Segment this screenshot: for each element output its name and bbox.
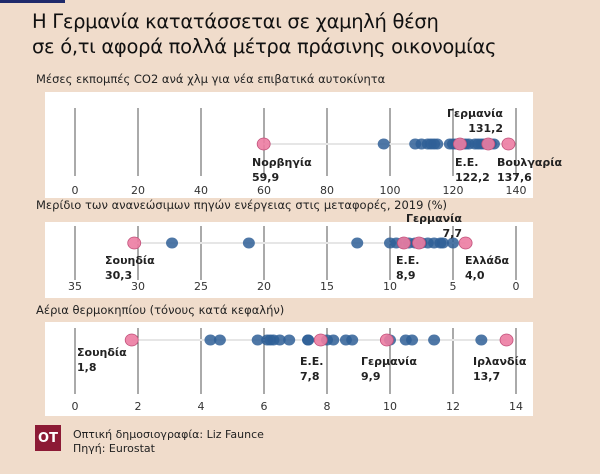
tick-label: 35 [68,280,82,293]
tick-label: 10 [383,280,397,293]
tick-label: 8 [324,400,331,413]
tick-label: 2 [135,400,142,413]
tick-label: 140 [506,184,527,197]
chart1-panel: 0 20 40 60 80 100 120 140 [45,92,533,198]
country-dot [166,237,179,249]
country-dot [242,237,255,249]
highlight-dot [379,333,394,347]
highlight-dot [396,236,411,250]
country-dot [204,334,217,346]
highlight-dot [458,236,473,250]
tick-label: 5 [450,280,457,293]
tick-label: 20 [131,184,145,197]
chart3-label-sweden: Σουηδία 1,8 [77,346,127,374]
top-accent-bar [0,0,65,3]
chart3-panel: 0 2 4 6 8 10 12 14 [45,322,533,416]
tick-label: 40 [194,184,208,197]
tick-label: 6 [261,400,268,413]
country-dot [431,138,444,150]
chart1-label-germany: Γερμανία 131,2 [447,107,503,135]
tick-label: 0 [72,400,79,413]
title-line-2: σε ό,τι αφορά πολλά μέτρα πράσινης οικον… [32,35,497,58]
country-dot [251,334,264,346]
highlight-dot [313,333,328,347]
country-dot [447,237,459,249]
chart2-panel: 35 30 25 20 15 10 5 0 [45,222,533,298]
highlight-dot [453,137,467,151]
tick-label: 20 [257,280,271,293]
tick-label: 10 [383,400,397,413]
highlight-dot [481,137,496,151]
chart1-title: Μέσες εκπομπές CO2 ανά χλμ για νέα επιβα… [36,72,386,86]
country-dot [302,334,315,346]
country-dot [273,334,286,346]
chart3-label-eu: Ε.Ε. 7,8 [300,355,324,383]
country-dot [475,334,488,346]
page-title: Η Γερμανία κατατάσσεται σε χαμηλή θέση σ… [32,9,496,59]
tick-label: 120 [443,184,464,197]
chart2-label-greece: Ελλάδα 4,0 [465,254,510,282]
tick-label: 12 [446,400,460,413]
chart2-plot: 35 30 25 20 15 10 5 0 [68,226,520,293]
tick-label: 100 [380,184,401,197]
source-text: Πηγή: Eurostat [73,442,155,455]
highlight-dot [499,333,514,347]
country-dot [327,334,340,346]
tick-label: 25 [194,280,208,293]
country-dot [346,334,359,346]
chart2-label-eu: Ε.Ε. 8,9 [396,254,420,282]
chart1-label-bulgaria: Βουλγαρία 137,6 [497,156,563,184]
highlight-dot [256,137,271,151]
tick-label: 80 [320,184,334,197]
tick-label: 15 [320,280,334,293]
country-dot [351,237,364,249]
chart2-label-sweden: Σουηδία 30,3 [105,254,155,282]
country-dot [428,334,441,346]
chart3-label-germany: Γερμανία 9,9 [361,355,417,383]
ot-logo: ΟΤ [35,425,61,451]
tick-label: 60 [257,184,271,197]
highlight-dot [501,137,516,151]
country-dot [436,237,449,249]
country-dot [406,334,419,346]
chart3-title: Αέρια θερμοκηπίου (τόνους κατά κεφαλήν) [36,303,285,317]
highlight-dot [124,333,139,347]
chart1-label-norway: Νορβηγία 59,9 [252,156,312,184]
title-line-1: Η Γερμανία κατατάσσεται σε χαμηλή θέση [32,10,439,33]
country-dot [213,334,226,346]
country-dot [377,138,390,150]
chart3-label-ireland: Ιρλανδία 13,7 [473,355,527,383]
tick-label: 0 [513,280,520,293]
chart3-plot: 0 2 4 6 8 10 12 14 [72,328,523,413]
tick-label: 14 [509,400,523,413]
tick-label: 30 [131,280,145,293]
tick-label: 0 [72,184,79,197]
highlight-dot [412,236,426,250]
tick-label: 4 [198,400,205,413]
chart2-label-germany: Γερμανία 7,7 [406,212,462,240]
country-dot [283,334,296,346]
credit-text: Οπτική δημοσιογραφία: Liz Faunce [73,428,264,441]
chart1-label-eu: Ε.Ε. 122,2 [455,156,490,184]
chart1-plot: 0 20 40 60 80 100 120 140 [72,108,527,197]
highlight-dot [127,236,142,250]
chart2-title: Μερίδιο των ανανεώσιμων πηγών ενέργειας … [36,198,447,212]
